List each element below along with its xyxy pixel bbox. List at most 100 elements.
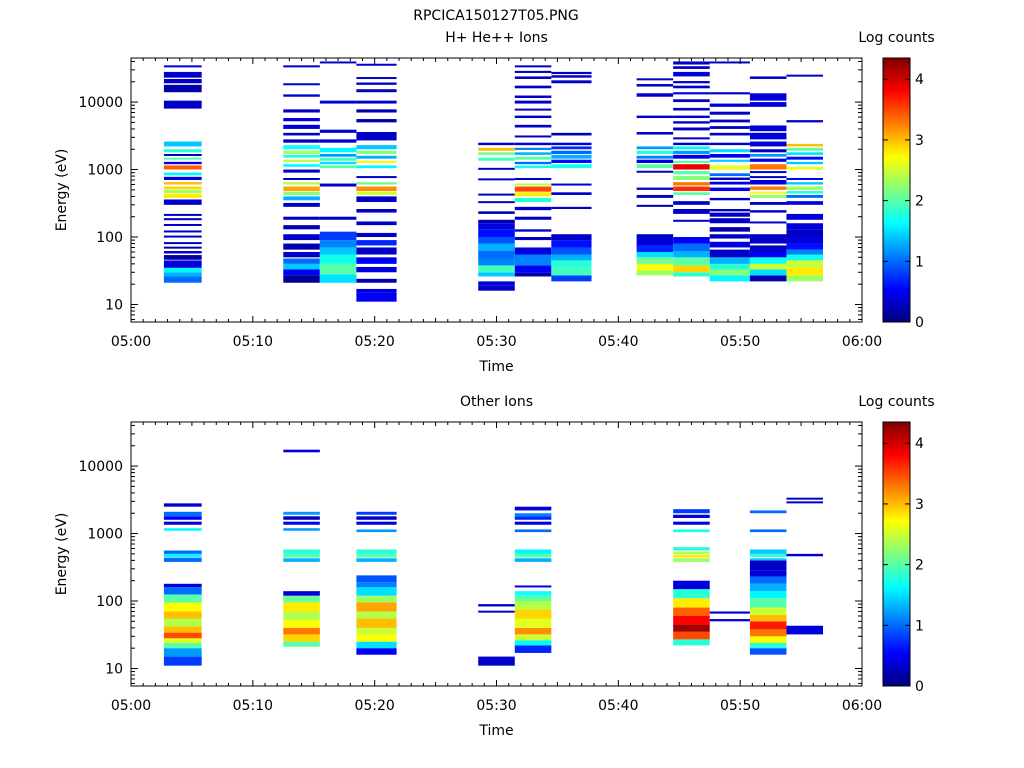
heatmap-cell [749,591,787,599]
heatmap-cell [163,153,202,156]
heatmap-cell [163,260,202,268]
heatmap-cell [356,288,397,293]
heatmap-cell [749,202,787,205]
heatmap-cell [283,263,320,270]
heatmap-cell [709,177,750,180]
heatmap-cell [356,240,397,246]
heatmap-cell [673,251,710,258]
heatmap-cell [636,170,674,173]
heatmap-cell [673,265,710,273]
heatmap-cell [709,611,750,614]
heatmap-cell [283,186,320,192]
heatmap-cell [283,65,320,68]
heatmap-cell [319,139,357,143]
heatmap-cell [478,157,515,161]
heatmap-cell [749,275,787,282]
colorbar [882,421,911,687]
heatmap-cell [319,61,357,64]
heatmap-cell [673,272,710,277]
heatmap-cell [551,71,592,75]
x-tick-label: 05:30 [476,334,516,350]
heatmap-cell [356,595,397,603]
heatmap-cell [319,231,357,241]
heatmap-cell [514,177,552,180]
colorbar-tick-label: 0 [915,315,924,331]
heatmap-cell [356,575,397,583]
heatmap-cell [673,551,710,555]
heatmap-cell [283,225,320,230]
heatmap-cell [163,642,202,649]
heatmap-cell [786,625,824,635]
heatmap-cell [551,146,592,150]
heatmap-cell [673,107,710,111]
heatmap-cell [163,71,202,78]
x-tick-label: 05:10 [233,334,273,350]
heatmap-cell [478,656,515,666]
y-tick-label: 1000 [87,527,123,543]
heatmap-cell [673,219,710,222]
heatmap-cell [636,234,674,239]
heatmap-cell [749,171,787,174]
heatmap-cell [514,70,552,73]
heatmap-cell [749,179,787,185]
heatmap-cell [356,618,397,628]
heatmap-cell [786,275,824,282]
heatmap-cell [163,141,202,147]
heatmap-cell [749,529,787,533]
colorbar-tick-label: 0 [915,679,924,695]
heatmap-cell [709,111,750,115]
heatmap-cell [283,641,320,647]
heatmap-cell [551,192,592,195]
heatmap-cell [636,159,674,163]
panel-h-he-ions: H+ He++ Ions 05:00 05:10 05:20 05:30 05:40 05:… [54,30,935,375]
heatmap-cell [514,206,552,211]
colorbar-tick-label: 2 [915,558,924,574]
heatmap-cell [283,627,320,635]
heatmap-cell [514,272,552,277]
heatmap-cell [673,186,710,192]
heatmap-cell [356,119,397,123]
heatmap-cell [673,607,710,616]
heatmap-cell [163,161,202,165]
heatmap-cell [163,65,202,68]
heatmap-cell [673,115,710,119]
heatmap-cell [319,254,357,264]
heatmap-cell [786,237,824,244]
heatmap-cell [356,648,397,655]
heatmap-cell [673,81,710,84]
heatmap-cell [514,85,552,89]
heatmap-cell [673,137,710,140]
heatmap-cell [319,183,357,187]
heatmap-cell [163,246,202,249]
heatmap-cell [163,638,202,643]
colorbar-tick-label: 1 [915,254,924,270]
heatmap-cell [673,521,710,525]
heatmap-cell [478,604,515,607]
heatmap-cell [514,115,552,119]
heatmap-cell [356,209,397,213]
heatmap-cell [514,183,552,186]
colorbar-tick-label: 3 [915,133,924,149]
heatmap-cell [749,607,787,616]
heatmap-cell [514,229,552,232]
heatmap-cell [283,611,320,621]
heatmap-cell [356,232,397,238]
heatmap-cell [356,278,397,283]
heatmap-cell [786,120,824,123]
heatmap-cell [786,249,824,255]
colorbar-tick-label: 3 [915,497,924,513]
heatmap-cell [514,516,552,520]
heatmap-cell [749,558,787,561]
heatmap-cell [356,511,397,515]
heatmap-cell [283,553,320,558]
heatmap-cell [514,265,552,273]
heatmap-cell [551,183,592,186]
heatmap-cell [514,65,552,68]
y-tick-label: 1000 [87,163,123,179]
heatmap-cell [356,221,397,226]
heatmap-cell [514,192,552,197]
heatmap-cell [636,270,674,276]
heatmap-cell [163,172,202,176]
heatmap-cell [283,243,320,250]
heatmap-cell [709,275,750,282]
